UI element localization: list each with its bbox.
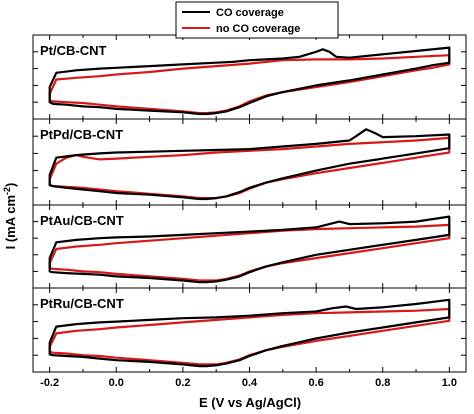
panel-ptau-cb-cnt: PtAu/CB-CNT xyxy=(32,204,467,289)
panel-label: PtPd/CB-CNT xyxy=(40,127,123,142)
y-axis-label-superscript: -2 xyxy=(2,187,12,195)
x-axis-label: E (V vs Ag/AgCl) xyxy=(199,395,301,410)
series-line-co-coverage xyxy=(48,298,451,368)
x-tick-label: 0.8 xyxy=(375,377,390,389)
legend-box xyxy=(175,1,339,39)
x-tick-label: 0.4 xyxy=(242,377,258,389)
x-tick-labels: -0.2 0.0 0.2 0.4 0.6 0.8 1.0 xyxy=(40,377,457,389)
panel-pt-cb-cnt: Pt/CB-CNT xyxy=(32,34,467,120)
series-line-co-coverage xyxy=(48,215,451,284)
series-line-no-co-coverage xyxy=(48,136,451,200)
series-line-co-coverage xyxy=(48,46,451,116)
x-tick-label: 1.0 xyxy=(442,377,457,389)
y-axis-label-close: ) xyxy=(3,183,18,187)
legend-label-co-coverage: CO coverage xyxy=(216,7,284,19)
panel-ptpd-cb-cnt: PtPd/CB-CNT xyxy=(32,118,467,206)
series-line-no-co-coverage xyxy=(48,223,451,282)
panels-group: Pt/CB-CNT PtPd/CB-CNT PtAu/CB-CNT PtRu/CB-C… xyxy=(32,34,467,373)
x-tick-label: 0.6 xyxy=(308,377,323,389)
panel-label: Pt/CB-CNT xyxy=(40,43,106,58)
y-axis-label-main: I (mA cm xyxy=(3,195,18,249)
x-tick-label: 0.0 xyxy=(109,377,124,389)
x-tick-label: -0.2 xyxy=(40,377,59,389)
y-axis-label: I (mA cm-2) xyxy=(2,183,18,250)
legend-label-no-co-coverage: no CO coverage xyxy=(216,23,300,35)
legend: CO coverage no CO coverage xyxy=(175,1,339,39)
series-line-no-co-coverage xyxy=(48,307,451,366)
x-tick-label: 0.2 xyxy=(175,377,190,389)
series-line-co-coverage xyxy=(48,128,451,201)
series-line-no-co-coverage xyxy=(48,54,451,115)
panel-ptru-cb-cnt: PtRu/CB-CNT xyxy=(32,287,467,373)
panel-label: PtRu/CB-CNT xyxy=(40,296,124,311)
panel-label: PtAu/CB-CNT xyxy=(40,213,124,228)
